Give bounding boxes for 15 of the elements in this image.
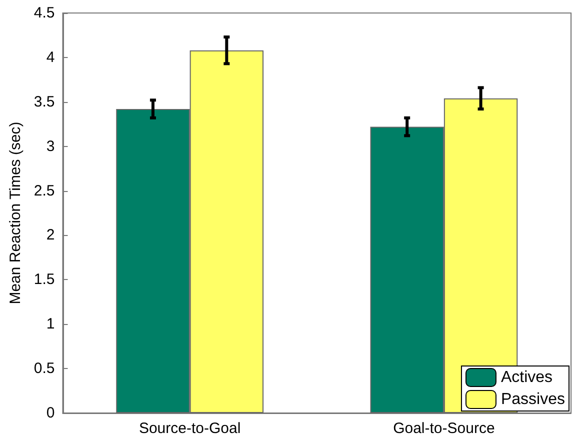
y-tick-label: 4.5	[34, 4, 55, 22]
y-tick-label: 2	[46, 226, 55, 244]
y-tick-label: 2.5	[34, 182, 55, 200]
legend-label: Passives	[500, 391, 566, 408]
y-tick-label: 3	[46, 138, 55, 155]
y-tick-label: 1	[46, 316, 55, 333]
y-tick-label: 3.5	[34, 93, 55, 110]
y-tick-label: 1.5	[34, 271, 55, 288]
x-tick-label: Source-to-Goal	[138, 420, 241, 437]
legend-label: Actives	[500, 369, 553, 386]
y-axis-title: Mean Reaction Times (sec)	[7, 122, 24, 304]
y-tick-label: 0.5	[34, 360, 55, 378]
x-tick-label: Goal-to-Source	[393, 420, 495, 437]
y-tick-label: 4	[46, 48, 55, 66]
y-tick-label: 0	[46, 404, 55, 422]
